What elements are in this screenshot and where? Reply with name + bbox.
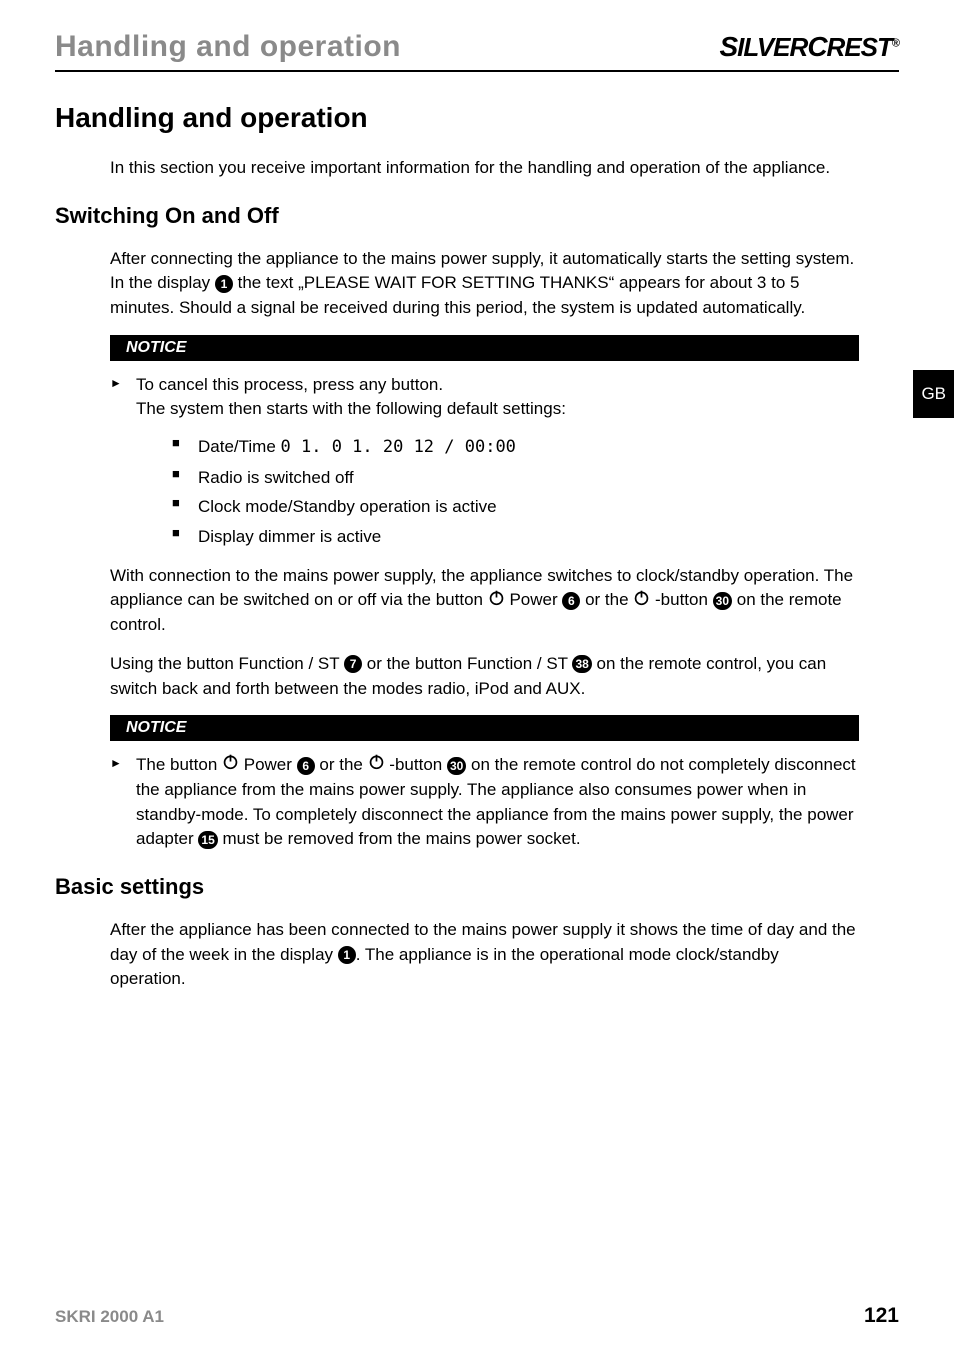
header-title: Handling and operation	[55, 30, 401, 64]
switching-paragraph-1: After connecting the appliance to the ma…	[110, 247, 859, 321]
page-header: Handling and operation SILVERCREST®	[55, 30, 899, 72]
power-icon	[222, 753, 239, 778]
intro-paragraph: In this section you receive important in…	[110, 156, 859, 181]
reference-badge-1: 1	[338, 946, 356, 964]
page-footer: SKRI 2000 A1 121	[55, 1304, 899, 1328]
segment-display-text: 0 1. 0 1. 20 12 / 00:00	[281, 437, 516, 457]
reference-badge-7: 7	[344, 655, 362, 673]
list-item: Display dimmer is active	[172, 522, 859, 552]
list-item: Date/Time 0 1. 0 1. 20 12 / 00:00	[172, 432, 859, 463]
section-heading: Handling and operation	[55, 102, 859, 134]
list-item: To cancel this process, press any button…	[110, 373, 859, 552]
reference-badge-6: 6	[562, 592, 580, 610]
switching-paragraph-2: With connection to the mains power suppl…	[110, 564, 859, 638]
power-icon	[488, 589, 505, 614]
footer-page-number: 121	[864, 1304, 899, 1328]
basic-settings-paragraph: After the appliance has been connected t…	[110, 918, 859, 992]
reference-badge-15: 15	[198, 831, 217, 849]
power-icon	[633, 589, 650, 614]
reference-badge-6: 6	[297, 757, 315, 775]
switching-paragraph-3: Using the button Function / ST 7 or the …	[110, 652, 859, 701]
subsection-switching: Switching On and Off	[55, 203, 859, 229]
notice-list-1: To cancel this process, press any button…	[110, 373, 859, 552]
reference-badge-30: 30	[713, 592, 732, 610]
subsection-basic-settings: Basic settings	[55, 874, 859, 900]
brand-logo: SILVERCREST®	[719, 31, 899, 63]
language-tab: GB	[913, 370, 954, 418]
main-content: Handling and operation In this section y…	[110, 102, 859, 992]
default-settings-list: Date/Time 0 1. 0 1. 20 12 / 00:00 Radio …	[172, 432, 859, 552]
notice-bar: NOTICE	[110, 335, 859, 361]
reference-badge-30: 30	[447, 757, 466, 775]
power-icon	[368, 753, 385, 778]
reference-badge-1: 1	[215, 275, 233, 293]
list-item: Clock mode/Standby operation is active	[172, 492, 859, 522]
footer-model: SKRI 2000 A1	[55, 1307, 164, 1327]
notice-list-2: The button Power 6 or the -button 30 on …	[110, 753, 859, 852]
reference-badge-38: 38	[572, 655, 591, 673]
notice-bar: NOTICE	[110, 715, 859, 741]
list-item: Radio is switched off	[172, 463, 859, 493]
list-item: The button Power 6 or the -button 30 on …	[110, 753, 859, 852]
